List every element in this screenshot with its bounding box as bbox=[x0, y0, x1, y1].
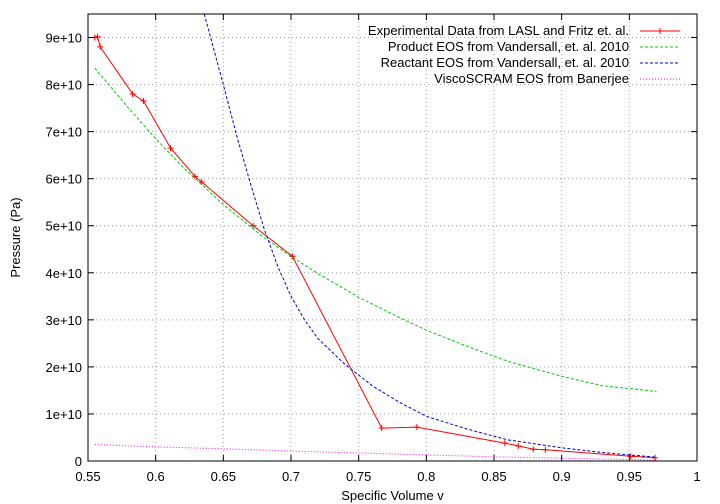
x-tick-label: 0.55 bbox=[75, 469, 100, 484]
y-tick-label: 3e+10 bbox=[45, 313, 82, 328]
series-line-2 bbox=[94, 67, 657, 392]
x-tick-label: 0.85 bbox=[481, 469, 506, 484]
y-tick-label: 4e+10 bbox=[45, 266, 82, 281]
data-point bbox=[129, 90, 136, 97]
data-point bbox=[542, 446, 549, 453]
legend-entry-label: Reactant EOS from Vandersall, et. al. 20… bbox=[381, 55, 629, 70]
data-point bbox=[167, 145, 174, 152]
x-tick-label: 0.6 bbox=[147, 469, 165, 484]
y-tick-label: 7e+10 bbox=[45, 125, 82, 140]
data-point bbox=[250, 222, 257, 229]
y-tick-label: 8e+10 bbox=[45, 78, 82, 93]
x-tick-label: 0.75 bbox=[346, 469, 371, 484]
legend-entry-label: Experimental Data from LASL and Fritz et… bbox=[368, 23, 629, 38]
series-layer bbox=[91, 14, 659, 461]
x-axis-label: Specific Volume v bbox=[341, 488, 444, 503]
series-line-4 bbox=[94, 444, 657, 461]
y-tick-label: 9e+10 bbox=[45, 31, 82, 46]
y-tick-label: 0 bbox=[75, 454, 82, 469]
x-tick-label: 0.8 bbox=[417, 469, 435, 484]
data-point bbox=[94, 33, 101, 40]
data-point bbox=[378, 425, 385, 432]
y-tick-label: 1e+10 bbox=[45, 407, 82, 422]
legend: Experimental Data from LASL and Fritz et… bbox=[368, 23, 680, 86]
legend-entry-label: Product EOS from Vandersall, et. al. 201… bbox=[388, 39, 629, 54]
data-point bbox=[140, 98, 147, 105]
x-tick-label: 1 bbox=[693, 469, 700, 484]
y-tick-label: 6e+10 bbox=[45, 172, 82, 187]
x-tick-label: 0.65 bbox=[211, 469, 236, 484]
legend-entry-marker bbox=[657, 28, 663, 34]
x-axis: 0.55 0.6 0.65 0.7 0.75 0.8 0.85 0.9 0.95 1 bbox=[75, 14, 701, 484]
plot-frame bbox=[87, 13, 698, 462]
y-axis: 0 1e+10 2e+10 3e+10 4e+10 5e+10 6e+10 7e+10 8e+1… bbox=[45, 31, 697, 469]
data-point bbox=[627, 453, 634, 460]
data-point bbox=[515, 442, 522, 449]
y-axis-label: Pressure (Pa) bbox=[8, 197, 23, 277]
x-tick-label: 0.95 bbox=[617, 469, 642, 484]
x-tick-label: 0.7 bbox=[282, 469, 300, 484]
legend-entry-label: ViscoSCRAM EOS from Banerjee bbox=[434, 71, 629, 86]
y-tick-label: 5e+10 bbox=[45, 219, 82, 234]
y-tick-label: 2e+10 bbox=[45, 360, 82, 375]
data-point bbox=[652, 454, 659, 461]
x-tick-label: 0.9 bbox=[553, 469, 571, 484]
data-point bbox=[97, 43, 104, 50]
data-point bbox=[501, 440, 508, 447]
grid-lines bbox=[88, 14, 697, 461]
series-line-3 bbox=[203, 14, 657, 458]
data-point bbox=[413, 424, 420, 431]
data-point bbox=[530, 446, 537, 453]
